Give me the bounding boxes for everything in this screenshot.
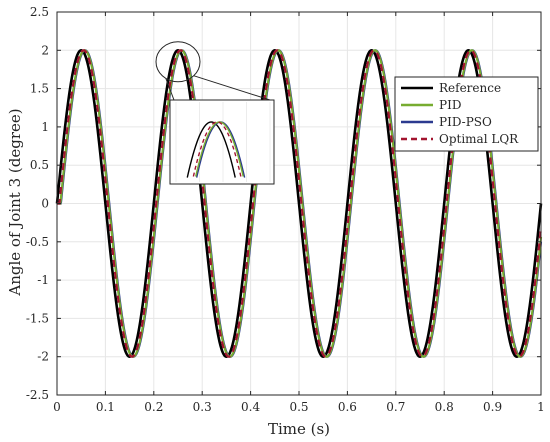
x-tick-label: 0.9 — [483, 400, 502, 414]
zoom-ellipse — [155, 41, 201, 83]
inset-series-line — [186, 121, 236, 178]
y-tick-label: 2 — [41, 43, 49, 57]
x-tick-label: 0.8 — [435, 400, 454, 414]
y-axis: -2.5 -2 -1.5 -1 -0.5 0 0.5 1 1.5 2 2.5 — [26, 5, 541, 402]
y-tick-label: -2 — [37, 350, 49, 364]
zoom-connector — [193, 75, 271, 101]
plot-area — [55, 11, 543, 396]
inset-frame — [169, 99, 275, 185]
x-axis: 0 0.1 0.2 0.3 0.4 0.5 0.6 0.7 0.8 0.9 1 — [53, 12, 545, 414]
y-tick-label: 2.5 — [30, 5, 49, 19]
x-tick-label: 0.3 — [193, 400, 212, 414]
zoom-inset — [155, 41, 275, 185]
y-tick-label: 1 — [41, 120, 49, 134]
y-tick-label: -0.5 — [26, 235, 49, 249]
x-tick-label: 0.7 — [386, 400, 405, 414]
inset-series-line — [192, 121, 242, 177]
x-axis-title: Time (s) — [268, 420, 330, 438]
x-tick-label: 0.2 — [144, 400, 163, 414]
legend-label: Optimal LQR — [439, 132, 519, 146]
y-tick-label: 0.5 — [30, 158, 49, 172]
y-tick-label: -2.5 — [26, 388, 49, 402]
y-tick-label: 1.5 — [30, 82, 49, 96]
zoom-connector — [165, 78, 175, 101]
series-line-optimal-lqr — [57, 49, 543, 358]
x-tick-label: 0.5 — [289, 400, 308, 414]
series-line-reference — [55, 48, 543, 359]
y-tick-label: -1 — [37, 273, 49, 287]
x-tick-label: 0 — [53, 400, 61, 414]
x-tick-label: 0.1 — [96, 400, 115, 414]
y-axis-title: Angle of Joint 3 (degree) — [6, 108, 24, 296]
legend-label: PID-PSO — [439, 115, 492, 129]
y-tick-label: -1.5 — [26, 311, 49, 325]
y-tick-label: 0 — [41, 197, 49, 211]
x-tick-label: 0.6 — [338, 400, 357, 414]
legend: Reference PID PID-PSO Optimal LQR — [394, 76, 539, 152]
x-tick-label: 0.4 — [241, 400, 260, 414]
x-tick-label: 1 — [537, 400, 545, 414]
legend-label: Reference — [439, 81, 501, 95]
legend-label: PID — [439, 98, 461, 112]
legend-box — [394, 76, 539, 152]
